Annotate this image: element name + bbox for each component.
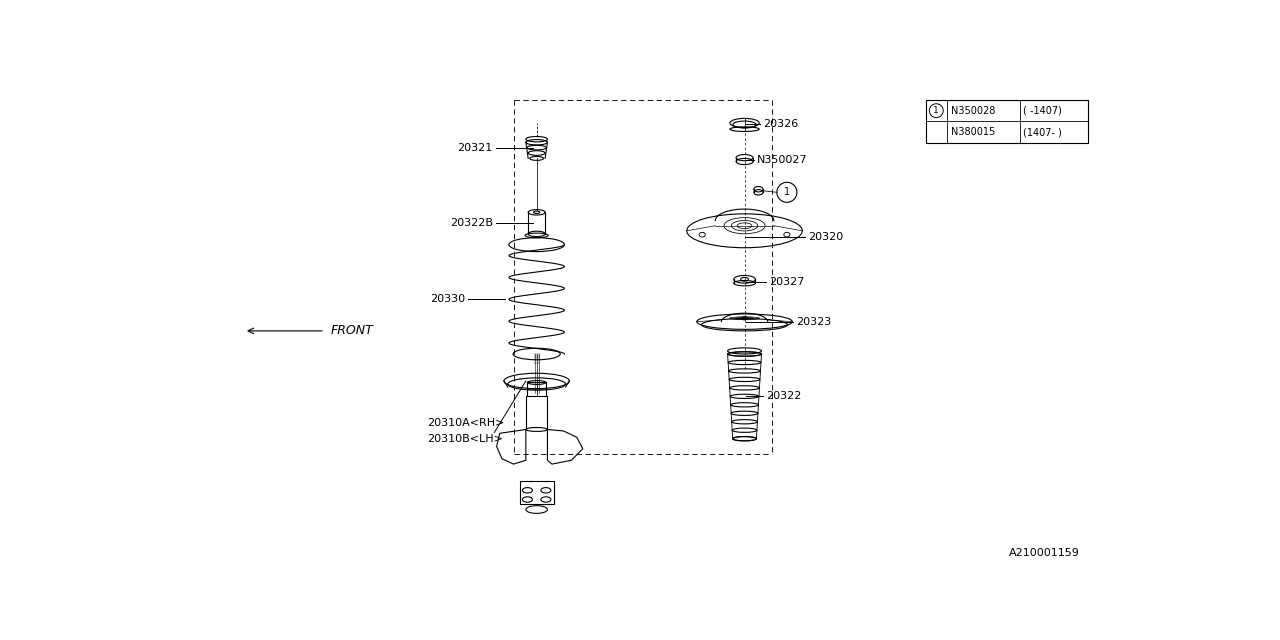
Text: N350027: N350027 <box>756 155 808 165</box>
Text: ( -1407): ( -1407) <box>1023 106 1062 116</box>
Text: FRONT: FRONT <box>332 324 374 337</box>
Text: A210001159: A210001159 <box>1009 548 1079 558</box>
Text: 1: 1 <box>783 188 790 197</box>
Text: 1: 1 <box>933 106 940 115</box>
Text: 20320: 20320 <box>808 232 844 242</box>
Bar <box>520 481 553 504</box>
Bar <box>527 383 545 396</box>
Text: 20323: 20323 <box>796 317 832 326</box>
Bar <box>925 100 1088 143</box>
Text: N380015: N380015 <box>951 127 995 137</box>
Text: 20321: 20321 <box>457 143 493 152</box>
Text: 20310A<RH>: 20310A<RH> <box>428 419 504 428</box>
Text: (1407- ): (1407- ) <box>1023 127 1062 137</box>
Text: 20330: 20330 <box>430 294 465 305</box>
Text: 20326: 20326 <box>763 119 799 129</box>
Text: 20322: 20322 <box>767 391 801 401</box>
Text: 20327: 20327 <box>769 276 805 287</box>
Text: 20310B<LH>: 20310B<LH> <box>428 434 503 444</box>
Text: 20322B: 20322B <box>449 218 493 228</box>
Text: N350028: N350028 <box>951 106 996 116</box>
